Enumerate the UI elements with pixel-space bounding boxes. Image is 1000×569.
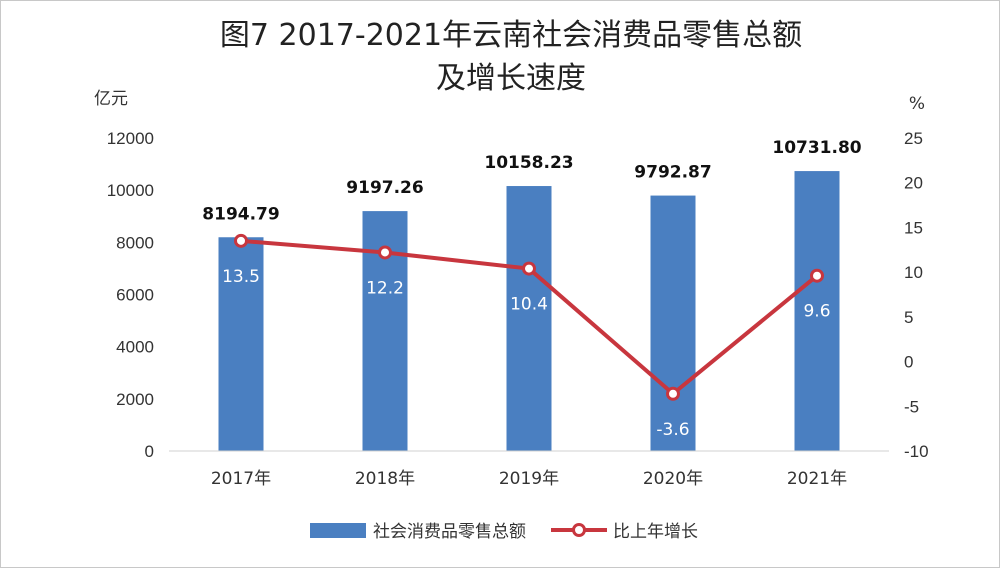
y-left-tick-label: 2000: [116, 390, 154, 409]
point-value-label: -3.6: [656, 420, 689, 440]
y-right-tick-label: 5: [904, 308, 913, 327]
bar-series: [218, 171, 840, 452]
y-right-tick-label: 10: [904, 263, 923, 282]
bar-value-label: 8194.79: [202, 204, 279, 224]
bar-mark: [650, 195, 696, 451]
point-value-label: 12.2: [366, 278, 404, 298]
legend-line-label: 比上年增长: [613, 522, 698, 542]
legend-line-marker: [572, 523, 586, 537]
line-series: [234, 233, 824, 401]
x-tick-label: 2019年: [499, 469, 559, 489]
bar-value-label: 9197.26: [346, 178, 423, 198]
y-right-tick-label: 0: [904, 353, 913, 372]
bar-value-labels: 8194.79 9197.26 10158.23 9792.87 10731.80: [202, 138, 862, 224]
bar-value-label: 10731.80: [772, 138, 861, 158]
y-right-tick-label: -10: [904, 442, 929, 461]
y-left-tick-label: 12000: [107, 129, 154, 148]
y-left-tick-label: 4000: [116, 338, 154, 357]
y-left-tick-labels: 0 2000 4000 6000 8000 10000 12000: [107, 129, 154, 461]
x-tick-labels: 2017年 2018年 2019年 2020年 2021年: [211, 469, 847, 489]
y-left-tick-label: 0: [145, 442, 154, 461]
y-right-tick-labels: -10 -5 0 5 10 15 20 25: [904, 129, 929, 461]
y-left-tick-label: 6000: [116, 286, 154, 305]
y-right-tick-label: 20: [904, 174, 923, 193]
bar-value-label: 10158.23: [484, 153, 573, 173]
growth-point: [666, 386, 680, 401]
chart-title-line1: 图7 2017-2021年云南社会消费品零售总额: [220, 18, 802, 53]
point-value-label: 10.4: [510, 295, 548, 315]
y-right-tick-label: 25: [904, 129, 923, 148]
y-left-unit: 亿元: [94, 89, 128, 109]
bar-mark: [506, 186, 552, 452]
growth-point: [378, 245, 392, 260]
line-value-labels: 13.5 12.2 10.4 -3.6 9.6: [222, 267, 830, 440]
x-tick-label: 2017年: [211, 469, 271, 489]
y-left-tick-label: 10000: [107, 181, 154, 200]
x-tick-label: 2020年: [643, 469, 703, 489]
growth-point: [234, 233, 248, 248]
x-tick-label: 2021年: [787, 469, 847, 489]
y-right-tick-label: 15: [904, 218, 923, 237]
point-value-label: 13.5: [222, 267, 260, 287]
legend: 社会消费品零售总额 比上年增长: [310, 522, 698, 542]
bar-mark: [794, 171, 840, 451]
y-right-tick-label: -5: [904, 397, 919, 416]
x-tick-label: 2018年: [355, 469, 415, 489]
legend-bar-label: 社会消费品零售总额: [373, 522, 526, 542]
y-left-tick-label: 8000: [116, 233, 154, 252]
growth-point: [810, 268, 824, 283]
bar-mark: [218, 237, 264, 451]
legend-bar-swatch: [310, 523, 366, 538]
chart-title-line2: 及增长速度: [436, 61, 586, 96]
point-value-label: 9.6: [803, 302, 830, 322]
bar-value-label: 9792.87: [634, 163, 711, 183]
growth-point: [522, 261, 536, 276]
y-right-unit: %: [909, 94, 925, 114]
